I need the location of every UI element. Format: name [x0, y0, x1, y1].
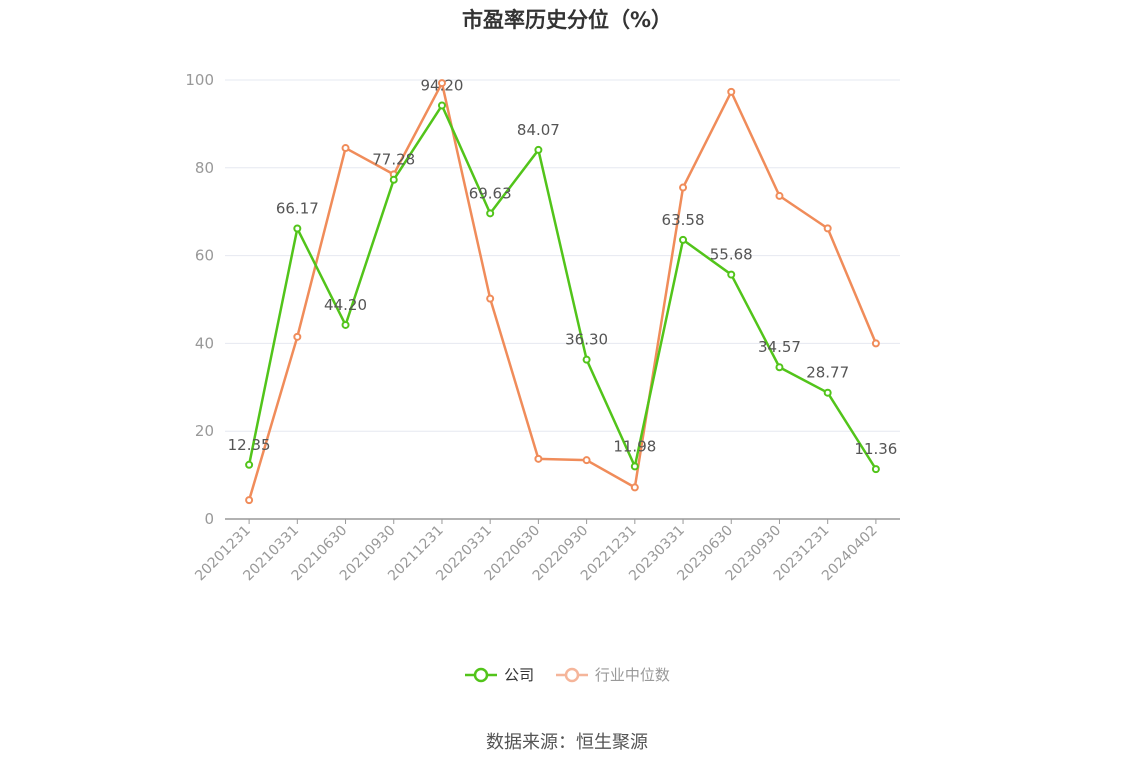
- data-point-0[interactable]: [437, 101, 446, 110]
- data-point-1[interactable]: [245, 496, 254, 505]
- data-point-0[interactable]: [679, 235, 688, 244]
- data-point-0[interactable]: [486, 209, 495, 218]
- data-point-0[interactable]: [582, 355, 591, 364]
- y-tick-label: 20: [195, 422, 214, 440]
- data-labels: 12.35 66.17 44.20 77.28 94.20 69.63 84.07 36.30…: [228, 76, 898, 458]
- y-tick-label: 80: [195, 159, 214, 177]
- data-point-1[interactable]: [727, 87, 736, 96]
- y-axis-tick-labels: 0 20 40 60 80 100: [185, 71, 214, 528]
- data-label: 11.36: [854, 440, 897, 458]
- data-point-0[interactable]: [245, 460, 254, 469]
- series-line-0: [247, 104, 877, 470]
- data-point-0[interactable]: [727, 270, 736, 279]
- chart-title: 市盈率历史分位（%）: [461, 8, 673, 32]
- data-point-1[interactable]: [437, 79, 446, 88]
- legend-label-industry-median: 行业中位数: [594, 666, 670, 684]
- data-point-1[interactable]: [871, 339, 880, 348]
- data-point-1[interactable]: [582, 456, 591, 465]
- data-point-1[interactable]: [630, 483, 639, 492]
- data-point-1[interactable]: [823, 224, 832, 233]
- data-point-1[interactable]: [486, 294, 495, 303]
- y-tick-label: 100: [185, 71, 214, 89]
- data-label: 84.07: [517, 121, 560, 139]
- data-label: 66.17: [276, 200, 319, 218]
- data-point-0[interactable]: [341, 320, 350, 329]
- data-label: 34.57: [758, 338, 801, 356]
- source-note: 数据来源：恒生聚源: [486, 732, 648, 753]
- data-label: 63.58: [662, 211, 705, 229]
- data-point-1[interactable]: [679, 183, 688, 192]
- data-point-1[interactable]: [341, 144, 350, 153]
- data-label: 77.28: [372, 151, 415, 169]
- y-tick-label: 40: [195, 334, 214, 352]
- legend-label-company: 公司: [504, 666, 535, 684]
- data-label: 44.20: [324, 296, 367, 314]
- data-point-0[interactable]: [823, 388, 832, 397]
- data-label: 69.63: [469, 184, 512, 202]
- data-label: 28.77: [806, 364, 849, 382]
- data-label: 36.30: [565, 331, 608, 349]
- series-lines: [245, 79, 880, 505]
- data-point-1[interactable]: [534, 454, 543, 463]
- data-label: 12.35: [228, 436, 271, 454]
- y-tick-label: 60: [195, 247, 214, 265]
- data-point-1[interactable]: [775, 191, 784, 200]
- data-point-0[interactable]: [775, 363, 784, 372]
- x-axis: 2020123120210331202106302021093020211231…: [192, 518, 900, 584]
- data-label: 94.20: [420, 76, 463, 94]
- data-point-0[interactable]: [389, 175, 398, 184]
- y-tick-label: 0: [204, 510, 214, 528]
- legend-item-company[interactable]: 公司: [464, 664, 534, 685]
- data-label: 11.98: [613, 437, 656, 455]
- data-label: 55.68: [710, 246, 753, 264]
- legend: 公司 行业中位数: [0, 664, 1134, 687]
- data-point-0[interactable]: [293, 224, 302, 233]
- data-point-0[interactable]: [871, 465, 880, 474]
- data-point-0[interactable]: [630, 462, 639, 471]
- legend-line-icon: [465, 667, 498, 682]
- legend-line-icon: [555, 667, 588, 682]
- data-point-1[interactable]: [293, 332, 302, 341]
- data-point-0[interactable]: [534, 145, 543, 154]
- series-line-1: [247, 81, 878, 501]
- legend-item-industry-median[interactable]: 行业中位数: [555, 664, 670, 685]
